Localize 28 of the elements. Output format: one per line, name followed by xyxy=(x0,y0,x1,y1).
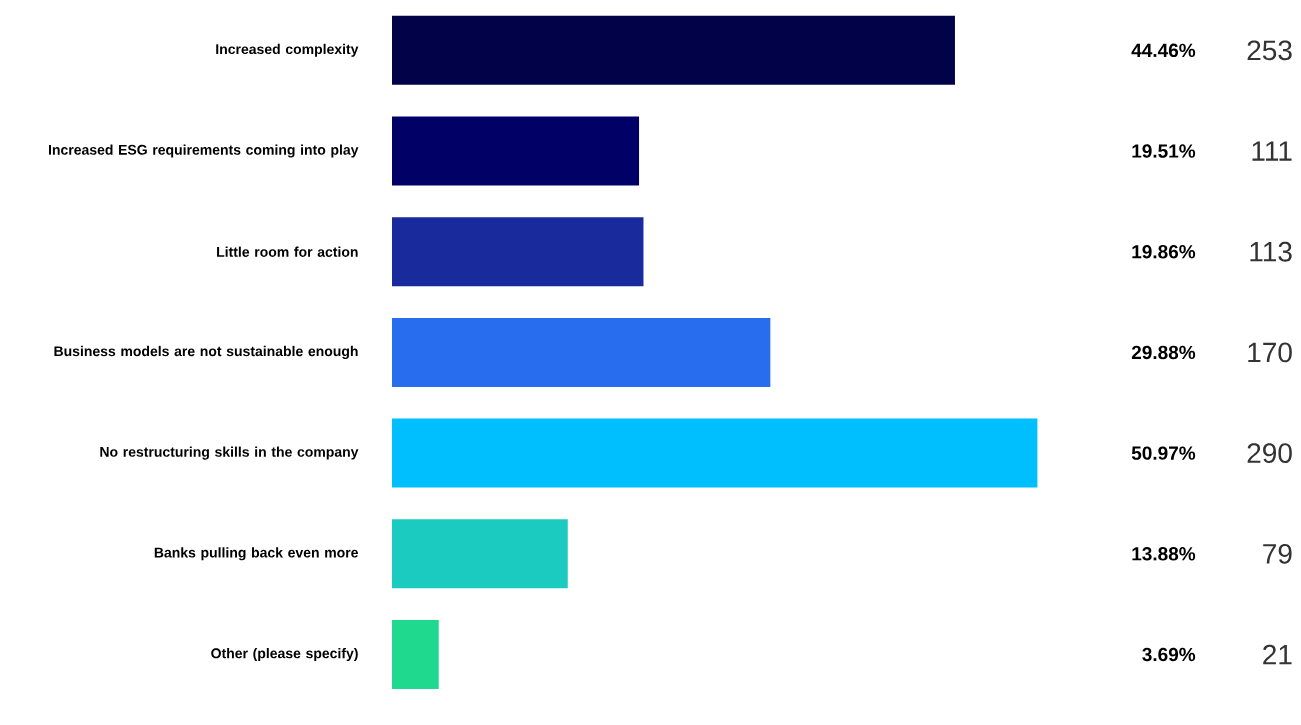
data-label: 3.69% xyxy=(1142,647,1196,662)
bar xyxy=(392,15,955,85)
text: 290 xyxy=(1247,443,1292,464)
bar xyxy=(392,116,640,186)
data-label: 19.51% xyxy=(1132,144,1196,158)
y-tick-label: Little room for action xyxy=(217,246,358,257)
data-label: 19.86% xyxy=(1132,245,1196,259)
y-tick-label: Other (please specify) xyxy=(211,647,358,662)
data-label: 44.46% xyxy=(1131,43,1196,58)
y-tick-label: No restructuring skills in the company xyxy=(100,446,359,460)
data-label: 29.88% xyxy=(1131,345,1196,360)
bar xyxy=(392,317,771,387)
data-label: 50.97% xyxy=(1131,446,1196,460)
text: 253 xyxy=(1247,40,1292,61)
bar xyxy=(392,418,1038,488)
y-tick-label: Banks pulling back even more xyxy=(154,547,358,561)
bar xyxy=(392,519,568,589)
y-tick-label: Business models are not sustainable enough xyxy=(54,345,358,359)
y-tick-label: Increased ESG requirements coming into play xyxy=(49,144,359,158)
text: 170 xyxy=(1248,342,1292,363)
bar xyxy=(392,620,439,690)
text: 111 xyxy=(1252,141,1292,161)
y-tick-label: Increased complexity xyxy=(216,43,359,57)
text: 21 xyxy=(1263,644,1292,665)
text: 79 xyxy=(1263,543,1292,564)
text: 113 xyxy=(1250,241,1292,262)
data-label: 13.88% xyxy=(1132,547,1196,561)
bar xyxy=(392,217,644,287)
